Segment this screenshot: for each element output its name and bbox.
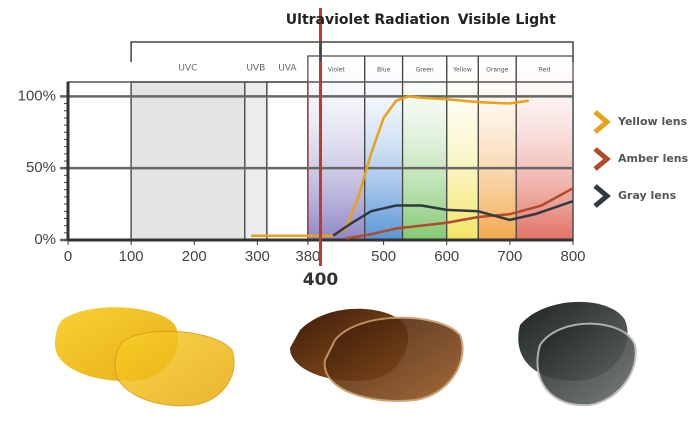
- band: [516, 56, 573, 240]
- x-tick-label: 380: [295, 248, 320, 265]
- legend-chevron: [595, 186, 607, 206]
- band-label: Orange: [486, 67, 508, 74]
- band: [447, 56, 479, 240]
- uv-region: [267, 82, 308, 240]
- uv-region: [131, 82, 245, 240]
- heading: Ultraviolet Radiation: [286, 12, 450, 28]
- region-label: UVA: [278, 64, 297, 74]
- x-tick-label: 0: [64, 248, 72, 265]
- band-label: Blue: [377, 67, 391, 74]
- x-tick-label: 700: [497, 248, 522, 265]
- legend-chevron: [595, 112, 607, 132]
- chart: UVC UVB UVA Violet Blue Green Yellow Orange Red 0…: [0, 0, 693, 421]
- band-label: Yellow: [452, 67, 472, 74]
- amber-lens-picture: [290, 309, 463, 401]
- band-label: Red: [539, 67, 551, 74]
- uv-region: [245, 82, 267, 240]
- x-tick-label: 600: [434, 248, 459, 265]
- legend-label: Amber lens: [618, 152, 689, 165]
- band: [308, 56, 365, 240]
- region-label: UVB: [246, 64, 265, 74]
- legend-chevron: [595, 149, 607, 169]
- x-tick-label: 800: [560, 248, 585, 265]
- gray-lens-picture: [518, 302, 635, 405]
- y-tick-label: 0%: [34, 231, 56, 248]
- reference-label: 400: [303, 270, 339, 290]
- region-label: UVC: [178, 64, 197, 74]
- y-tick-label: 50%: [26, 159, 56, 176]
- legend-label: Yellow lens: [617, 115, 688, 128]
- x-tick-label: 300: [245, 248, 270, 265]
- x-tick-label: 500: [371, 248, 396, 265]
- y-tick-label: 100%: [18, 87, 56, 104]
- bracket: [131, 42, 320, 62]
- legend-label: Gray lens: [618, 189, 677, 202]
- x-tick-label: 100: [119, 248, 144, 265]
- band-label: Green: [416, 67, 434, 74]
- band: [403, 56, 447, 240]
- heading: Visible Light: [458, 12, 556, 28]
- band-label: Violet: [328, 67, 346, 74]
- yellow-lens-picture: [55, 307, 234, 406]
- x-tick-label: 200: [182, 248, 207, 265]
